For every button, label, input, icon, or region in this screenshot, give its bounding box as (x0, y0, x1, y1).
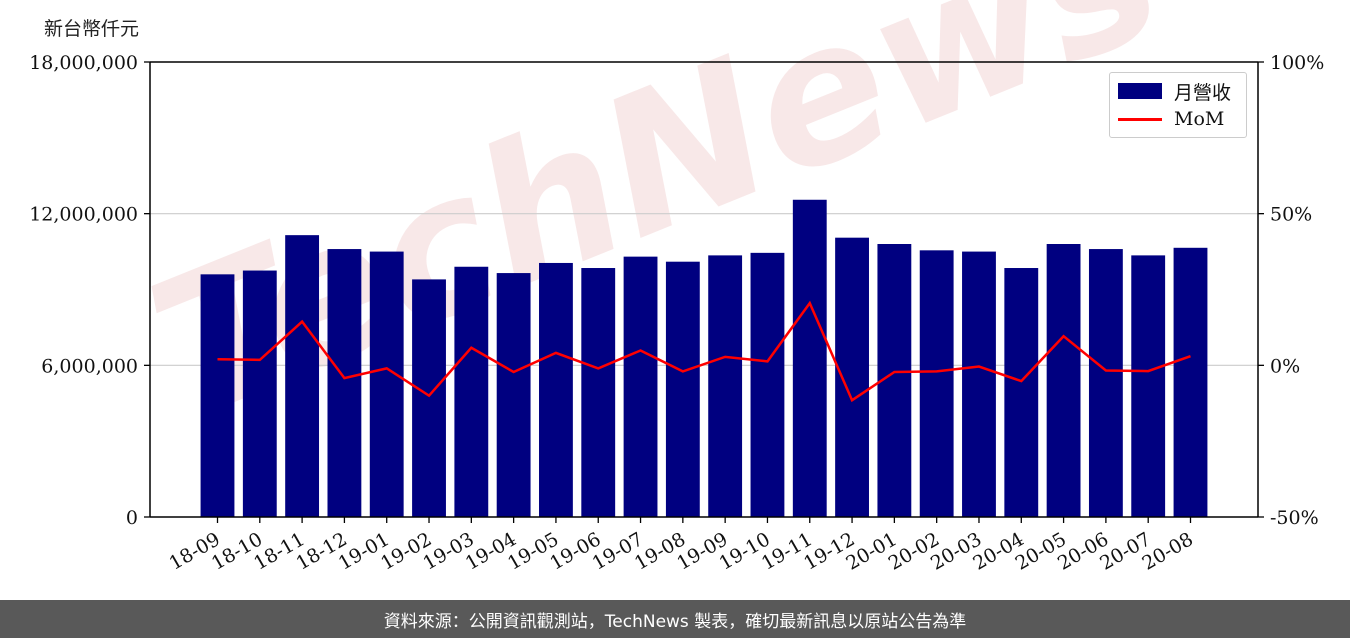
right-tick-label: -50% (1270, 507, 1319, 529)
left-y-axis: 0 6,000,000 12,000,000 18,000,000 (29, 52, 150, 529)
left-tick-label: 18,000,000 (29, 52, 138, 74)
bar-19-08 (665, 261, 700, 517)
right-tick-label: 0% (1270, 355, 1300, 377)
y-axis-unit-label: 新台幣仟元 (44, 18, 140, 40)
bar-19-02 (412, 279, 446, 517)
mom-line (217, 300, 1191, 403)
bar-19-01 (369, 251, 404, 518)
bar-18-11 (285, 235, 320, 517)
bar-20-02 (919, 250, 954, 517)
bar-19-07 (623, 256, 658, 517)
mom-line-series (217, 300, 1191, 403)
legend-item-mom: MoM (1118, 107, 1224, 131)
bar-20-07 (1131, 255, 1166, 517)
bar-18-09 (200, 274, 235, 517)
bar-20-05 (1046, 244, 1081, 517)
right-tick-label: 50% (1270, 204, 1312, 226)
left-tick-label: 6,000,000 (41, 355, 138, 377)
bar-19-06 (581, 268, 616, 517)
legend-item-revenue: 月營收 (1118, 79, 1232, 104)
footer-text: 資料來源：公開資訊觀測站，TechNews 製表，確切最新訊息以原站公告為準 (383, 611, 967, 632)
left-tick-label: 12,000,000 (29, 204, 138, 226)
bar-20-08 (1173, 247, 1208, 517)
bar-19-11 (792, 199, 827, 517)
bar-19-04 (496, 273, 531, 517)
x-axis: 18-0918-1018-1118-1219-0119-0219-0319-04… (166, 517, 1197, 575)
chart-legend: 月營收 MoM (1109, 72, 1247, 138)
bar-19-05 (539, 262, 573, 517)
legend-label-mom: MoM (1174, 108, 1225, 130)
bar-19-12 (835, 237, 869, 518)
bar-18-10 (242, 270, 277, 517)
bar-18-12 (327, 249, 362, 518)
bar-19-09 (708, 255, 743, 517)
right-tick-label: 100% (1270, 52, 1324, 74)
legend-line-swatch (1118, 117, 1162, 121)
bar-20-04 (1004, 268, 1039, 517)
bar-19-03 (454, 266, 489, 517)
revenue-chart: TechNews 06,000,00012,000,00018,000,000 … (29, 0, 1324, 575)
right-y-axis: -50% 0% 50% 100% (1258, 52, 1324, 529)
bar-19-10 (750, 252, 785, 517)
legend-label-revenue: 月營收 (1174, 81, 1232, 104)
legend-bar-swatch (1118, 83, 1162, 99)
bar-series (200, 199, 1208, 518)
axes (149, 61, 1259, 518)
source-footer: 資料來源：公開資訊觀測站，TechNews 製表，確切最新訊息以原站公告為準 (0, 600, 1350, 638)
bar-20-06 (1088, 249, 1123, 518)
bar-20-03 (962, 251, 996, 518)
left-tick-label: 0 (126, 507, 138, 529)
